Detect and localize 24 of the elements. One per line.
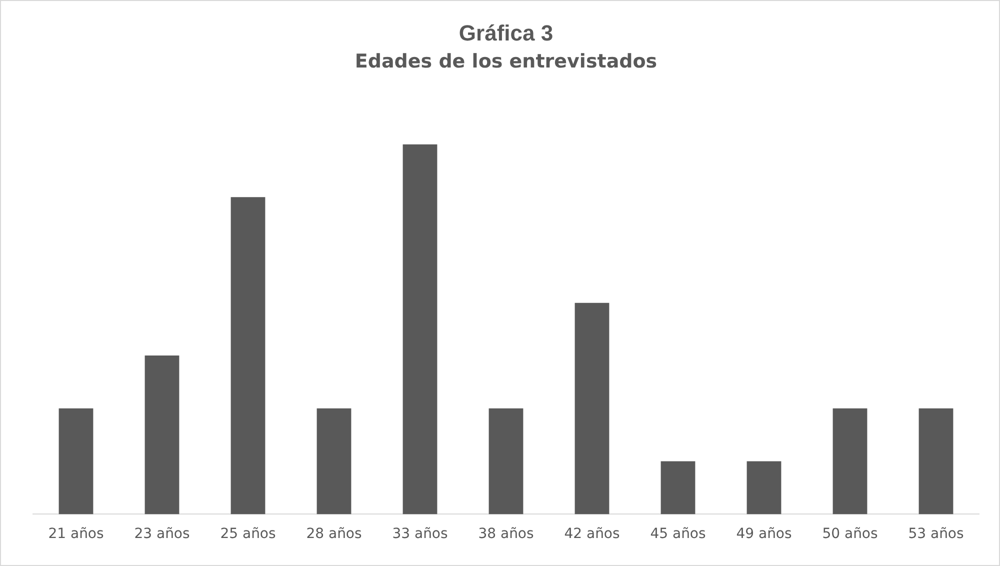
bar	[488, 408, 524, 514]
x-tick-label: 42 años	[564, 526, 620, 542]
x-tick-label: 49 años	[736, 526, 792, 542]
bar	[316, 408, 352, 514]
bar	[574, 302, 610, 514]
bar	[918, 408, 954, 514]
bar	[660, 461, 696, 514]
bar	[746, 461, 782, 514]
x-tick-label: 21 años	[48, 526, 104, 542]
bar	[230, 197, 266, 514]
x-tick-label: 38 años	[478, 526, 534, 542]
bar	[58, 408, 94, 514]
x-tick-label: 50 años	[822, 526, 878, 542]
x-tick-label: 28 años	[306, 526, 362, 542]
chart-subtitle: Edades de los entrevistados	[354, 50, 658, 73]
bar	[402, 144, 438, 514]
bar	[832, 408, 868, 514]
x-tick-label: 23 años	[134, 526, 190, 542]
x-tick-label: 53 años	[908, 526, 964, 542]
x-tick-label: 25 años	[220, 526, 276, 542]
chart-title: Gráfica 3	[458, 20, 554, 46]
bar	[144, 355, 180, 514]
x-tick-label: 45 años	[650, 526, 706, 542]
x-tick-label: 33 años	[392, 526, 448, 542]
